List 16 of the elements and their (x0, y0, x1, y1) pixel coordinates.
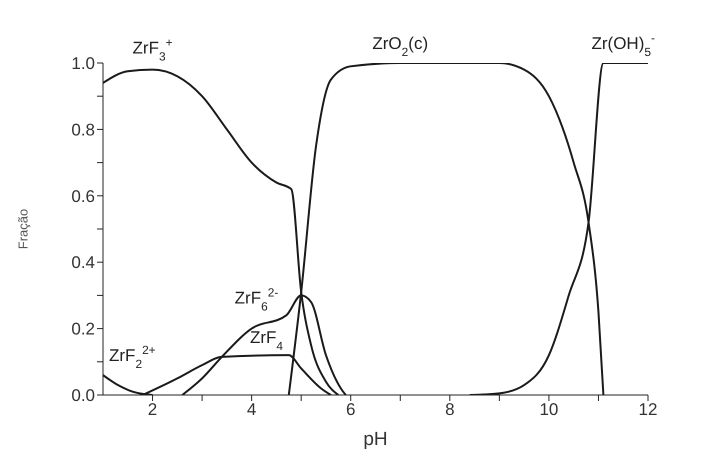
y-tick-label: 1.0 (71, 54, 95, 74)
y-tick-label: 0.0 (71, 386, 95, 406)
x-tick-label: 4 (246, 400, 256, 420)
x-axis-title: pH (363, 429, 388, 450)
x-tick-label: 8 (445, 400, 455, 420)
y-tick-label: 0.6 (71, 186, 95, 206)
y-axis-title: Fração (16, 208, 31, 250)
x-tick-label: 10 (539, 400, 558, 420)
x-tick-label: 2 (148, 400, 158, 420)
y-tick-label: 0.8 (71, 120, 95, 140)
x-tick-label: 12 (638, 400, 658, 420)
y-tick-label: 0.4 (71, 253, 95, 272)
y-tick-label: 0.2 (71, 320, 95, 339)
x-tick-label: 6 (346, 400, 356, 420)
annotation: ZrO$_{2}$(c) (372, 34, 428, 59)
annotation: ZrF$_{4}$ (250, 328, 284, 354)
